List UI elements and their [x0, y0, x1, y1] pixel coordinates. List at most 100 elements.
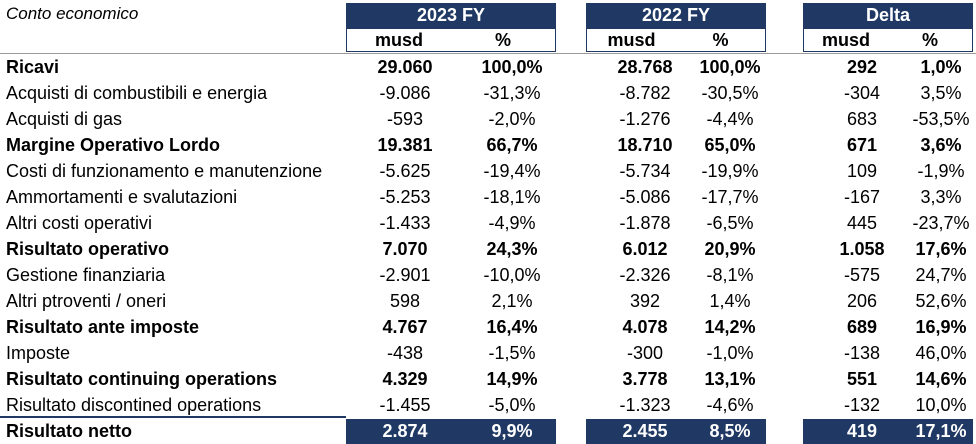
value-musd-cell: -5.625	[379, 161, 431, 181]
value-musd-cell: -300	[626, 343, 664, 363]
value-musd-cell: -304	[843, 83, 881, 103]
value-musd-cell: 4.329	[382, 369, 428, 389]
row-label: Acquisti di combustibili e energia	[6, 83, 268, 103]
value-musd-cell: 7.070	[382, 239, 428, 259]
row-label: Altri ptroventi / oneri	[6, 291, 167, 311]
value-percent-cell: 20,9%	[704, 239, 756, 259]
group-header-2022: 2022 FY	[586, 3, 766, 28]
value-musd-cell: 683	[846, 109, 878, 129]
value-musd-cell: -1.323	[619, 395, 671, 415]
subheader-musd: musd	[821, 30, 870, 50]
value-percent-cell: 52,6%	[915, 291, 967, 311]
value-percent-cell: -4,6%	[706, 395, 754, 415]
table-row: Risultato operativo 7.070 24,3% 6.012 20,9% 1…	[0, 236, 976, 262]
table-row: Risultato discontined operations -1.455 -5…	[0, 392, 976, 418]
value-musd-cell: -5.734	[619, 161, 671, 181]
value-percent-cell: 3,5%	[920, 83, 962, 103]
value-percent-cell: -19,9%	[701, 161, 759, 181]
value-musd-cell: -5.086	[619, 187, 671, 207]
value-musd-cell: -2.901	[379, 265, 431, 285]
value-musd-cell: 19.381	[377, 135, 433, 155]
value-musd-cell: 392	[629, 291, 661, 311]
value-percent-cell: -19,4%	[483, 161, 541, 181]
value-percent-cell: 16,4%	[486, 317, 538, 337]
value-percent-cell: -1,5%	[488, 343, 536, 363]
value-percent-cell: 3,6%	[920, 135, 962, 155]
table-title: Conto economico	[6, 4, 139, 23]
value-musd-cell: 551	[846, 369, 878, 389]
value-musd-cell: -1.878	[619, 213, 671, 233]
value-percent-cell: -10,0%	[483, 265, 541, 285]
row-label: Risultato discontined operations	[6, 395, 262, 415]
value-percent-cell: 9,9%	[491, 421, 533, 441]
value-percent-cell: 1,0%	[920, 57, 962, 77]
value-percent-cell: 1,4%	[709, 291, 751, 311]
total-separator	[0, 416, 346, 418]
table-row: Costi di funzionamento e manutenzione -5.…	[0, 158, 976, 184]
table-body: Ricavi 29.060 100,0% 28.768 100,0% 292 1,0% Acq…	[0, 54, 976, 444]
value-musd-cell: -1.276	[619, 109, 671, 129]
value-musd-cell: -1.433	[379, 213, 431, 233]
table-row: Acquisti di gas -593 -2,0% -1.276 -4,4% 683 -5…	[0, 106, 976, 132]
value-musd-cell: 292	[846, 57, 878, 77]
value-percent-cell: -5,0%	[488, 395, 536, 415]
value-musd-cell: 419	[846, 421, 878, 441]
header-separator	[0, 53, 976, 54]
row-label: Gestione finanziaria	[6, 265, 166, 285]
value-percent-cell: -4,9%	[488, 213, 536, 233]
row-label: Risultato ante imposte	[6, 317, 200, 337]
value-percent-cell: -1,9%	[917, 161, 965, 181]
value-percent-cell: 14,2%	[704, 317, 756, 337]
value-musd-cell: 1.058	[839, 239, 885, 259]
value-musd-cell: 445	[846, 213, 878, 233]
total-band	[346, 419, 556, 444]
subheader-delta: musd %	[803, 28, 973, 52]
value-percent-cell: 100,0%	[481, 57, 543, 77]
row-label: Altri costi operativi	[6, 213, 153, 233]
value-musd-cell: -9.086	[379, 83, 431, 103]
value-percent-cell: 17,6%	[915, 239, 967, 259]
total-band	[586, 419, 766, 444]
value-percent-cell: -2,0%	[488, 109, 536, 129]
subheader-2023: musd %	[346, 28, 556, 52]
total-band	[803, 419, 973, 444]
subheader-musd: musd	[374, 30, 423, 50]
value-musd-cell: 29.060	[377, 57, 433, 77]
row-label: Imposte	[6, 343, 71, 363]
row-label: Risultato continuing operations	[6, 369, 277, 389]
value-musd-cell: 2.455	[622, 421, 668, 441]
row-label: Risultato operativo	[6, 239, 170, 259]
table-row: Margine Operativo Lordo 19.381 66,7% 18.710…	[0, 132, 976, 158]
value-percent-cell: -8,1%	[706, 265, 754, 285]
value-percent-cell: 46,0%	[915, 343, 967, 363]
value-musd-cell: 6.012	[622, 239, 668, 259]
table-row: Ammortamenti e svalutazioni -5.253 -18,1% -…	[0, 184, 976, 210]
table-row: Risultato ante imposte 4.767 16,4% 4.078 14,…	[0, 314, 976, 340]
group-header-2023: 2023 FY	[346, 3, 556, 28]
value-musd-cell: 3.778	[622, 369, 668, 389]
value-percent-cell: -18,1%	[483, 187, 541, 207]
value-musd-cell: 206	[846, 291, 878, 311]
table-row: Altri ptroventi / oneri 598 2,1% 392 1,4% 206…	[0, 288, 976, 314]
value-percent-cell: 10,0%	[915, 395, 967, 415]
value-musd-cell: -8.782	[619, 83, 671, 103]
value-musd-cell: 4.078	[622, 317, 668, 337]
value-percent-cell: -1,0%	[706, 343, 754, 363]
value-percent-cell: -4,4%	[706, 109, 754, 129]
row-label: Ricavi	[6, 57, 60, 77]
row-label: Costi di funzionamento e manutenzione	[6, 161, 323, 181]
value-percent-cell: -6,5%	[706, 213, 754, 233]
table-row: Gestione finanziaria -2.901 -10,0% -2.326 -8…	[0, 262, 976, 288]
subheader-percent: %	[712, 30, 729, 50]
subheader-2022: musd %	[586, 28, 766, 52]
subheader-musd: musd	[607, 30, 656, 50]
row-label: Risultato netto	[6, 421, 132, 441]
value-percent-cell: 14,9%	[486, 369, 538, 389]
value-percent-cell: 16,9%	[915, 317, 967, 337]
value-musd-cell: -138	[843, 343, 881, 363]
value-percent-cell: 14,6%	[915, 369, 967, 389]
value-musd-cell: 18.710	[617, 135, 673, 155]
value-percent-cell: 24,7%	[915, 265, 967, 285]
table-row: Ricavi 29.060 100,0% 28.768 100,0% 292 1,0%	[0, 54, 976, 80]
